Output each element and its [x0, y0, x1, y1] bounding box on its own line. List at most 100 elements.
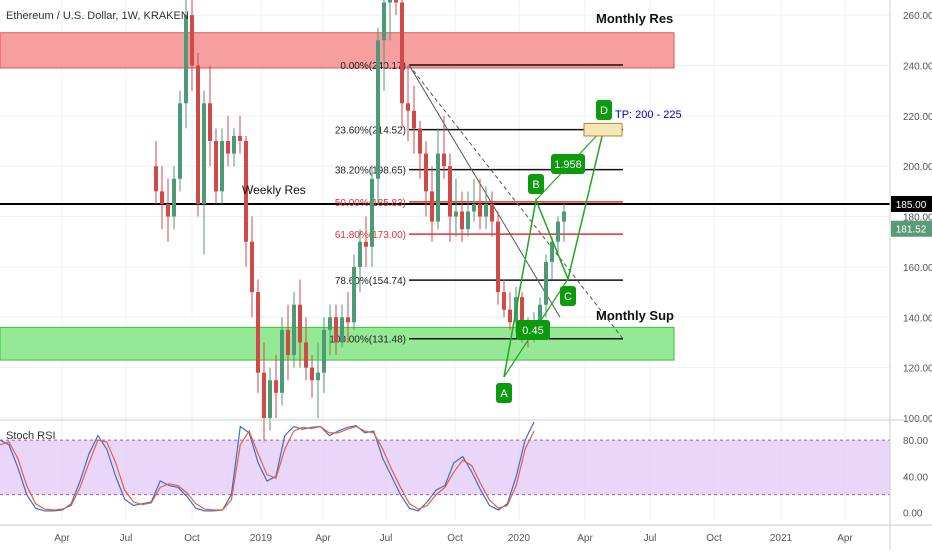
- time-tick-label: Jul: [644, 533, 657, 544]
- candle-body: [508, 309, 512, 323]
- candle-body: [370, 178, 374, 247]
- candle-body: [310, 367, 314, 381]
- candle-body: [262, 372, 266, 418]
- candle-body: [490, 203, 494, 222]
- candle-body: [160, 191, 164, 204]
- candle-body: [316, 372, 320, 381]
- symbol-title: Ethereum / U.S. Dollar, 1W, KRAKEN: [6, 10, 189, 22]
- time-tick-label: Jul: [120, 533, 133, 544]
- pattern-node-label: D: [600, 105, 608, 117]
- candle-body: [250, 241, 254, 293]
- ratio-badge: [516, 320, 550, 340]
- fib-level-label: 0.00%(240.17): [340, 61, 406, 72]
- candle-body: [358, 241, 362, 267]
- candle-body: [364, 241, 368, 247]
- candle-body: [502, 292, 506, 310]
- candle-body: [472, 203, 476, 212]
- candle-body: [538, 304, 542, 325]
- candle-body: [286, 329, 290, 356]
- candle-body: [430, 191, 434, 222]
- fib-trend-line: [408, 64, 624, 340]
- pattern-node-label: B: [532, 179, 539, 191]
- candle-body: [484, 203, 488, 217]
- candle-body: [562, 211, 566, 222]
- candle-body: [418, 128, 422, 154]
- price-tick-label: 220.00: [903, 112, 932, 123]
- time-tick-label: 2020: [508, 533, 531, 544]
- price-tick-label: 240.00: [903, 61, 932, 72]
- time-tick-label: Apr: [315, 533, 331, 544]
- target-label: TP: 200 - 225: [615, 109, 682, 121]
- pattern-node-label: A: [500, 388, 508, 400]
- candle-body: [280, 329, 284, 393]
- target-box: [583, 122, 623, 137]
- time-tick-label: Oct: [706, 533, 722, 544]
- candle-body: [394, 0, 398, 3]
- rsi-tick-label: 80.00: [903, 436, 928, 447]
- price-tick-label: 260.00: [903, 11, 932, 22]
- last-price-text: 181.52: [896, 225, 927, 236]
- time-tick-label: 2021: [770, 533, 793, 544]
- candle-body: [208, 103, 212, 142]
- candle-body: [412, 110, 416, 129]
- pattern-node-d: [596, 100, 612, 120]
- candle-body: [334, 317, 338, 343]
- monthly-sup-label: Monthly Sup: [596, 308, 674, 323]
- rsi-series-line: [0, 421, 535, 512]
- price-tick-label: 180.00: [903, 213, 932, 224]
- time-tick-label: Apr: [54, 533, 70, 544]
- ratio-label: 0.45: [522, 325, 543, 337]
- rsi-tick-label: 0.00: [903, 509, 923, 520]
- candle-body: [202, 103, 206, 204]
- candle-body: [274, 380, 278, 393]
- candle-body: [244, 141, 248, 242]
- candle-body: [328, 317, 332, 330]
- candle-body: [424, 153, 428, 192]
- candle-body: [154, 166, 158, 192]
- candle-body: [214, 141, 218, 192]
- trend-line: [408, 64, 561, 318]
- time-tick-label: Oct: [447, 533, 463, 544]
- candle-body: [400, 2, 404, 104]
- time-tick-label: Oct: [184, 533, 200, 544]
- candle-body: [382, 2, 386, 41]
- candle-body: [340, 317, 344, 343]
- last-price-tag: [891, 220, 932, 237]
- fib-level-label: 78.60%(154.74): [335, 276, 406, 287]
- fib-level-label: 100.00%(131.48): [329, 335, 406, 346]
- candle-body: [178, 103, 182, 179]
- candle-body: [184, 15, 188, 104]
- pattern-node-c: [560, 286, 576, 306]
- candle-body: [466, 211, 470, 230]
- price-tick-label: 200.00: [903, 162, 932, 173]
- price-tick-label: 140.00: [903, 313, 932, 324]
- candle-body: [448, 166, 452, 217]
- candle-body: [220, 141, 224, 192]
- candle-body: [196, 65, 200, 204]
- rsi-tick-label: 40.00: [903, 472, 928, 483]
- monthly-res-zone: [0, 32, 675, 69]
- candle-body: [406, 103, 410, 111]
- candle-body: [442, 153, 446, 167]
- monthly-res-label: Monthly Res: [596, 11, 673, 26]
- candle-body: [298, 304, 302, 343]
- candle-body: [322, 329, 326, 373]
- candle-body: [346, 317, 350, 323]
- candle-body: [190, 15, 194, 66]
- candle-body: [268, 380, 272, 418]
- price-tick-label: 160.00: [903, 263, 932, 274]
- rsi-series-line: [0, 425, 535, 511]
- pattern-node-label: C: [564, 291, 572, 303]
- candle-body: [388, 0, 392, 3]
- weekly-res-label: Weekly Res: [242, 183, 306, 197]
- time-tick-label: Jul: [380, 533, 393, 544]
- candle-body: [376, 40, 380, 179]
- level-price-tag: [891, 195, 932, 212]
- time-tick-label: 2019: [250, 533, 273, 544]
- pattern-node-a: [496, 383, 512, 403]
- ratio-label: 1.958: [554, 159, 582, 171]
- candle-body: [544, 261, 548, 305]
- stoch-rsi-title: Stoch RSI: [6, 430, 56, 442]
